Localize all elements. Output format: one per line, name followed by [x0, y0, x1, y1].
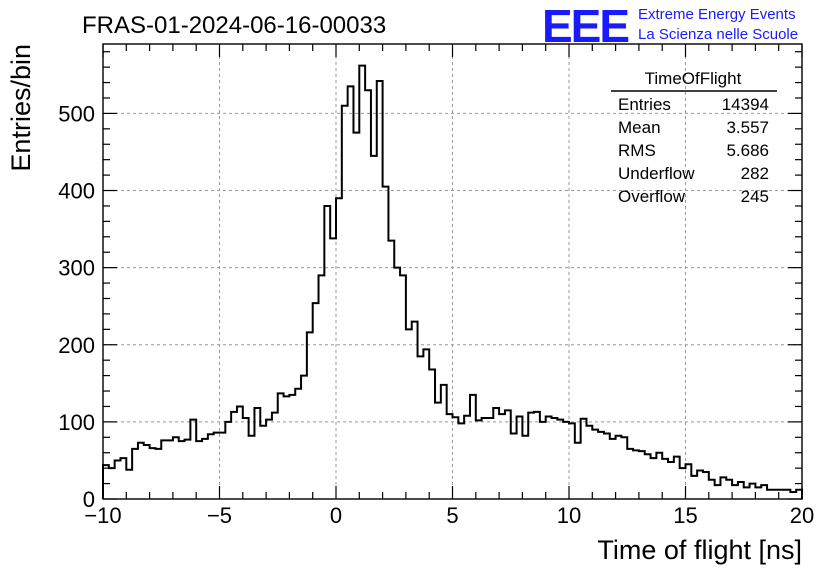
stats-value: 5.686 [726, 141, 769, 160]
y-tick-label: 100 [58, 410, 95, 435]
y-tick-label: 0 [83, 487, 95, 512]
stats-value: 14394 [722, 95, 769, 114]
stats-value: 3.557 [726, 118, 769, 137]
histogram-step-line [102, 64, 803, 499]
stats-label: Entries [618, 95, 671, 114]
x-tick-label: −5 [207, 503, 232, 528]
x-tick-label: 15 [673, 503, 697, 528]
chart-title: FRAS-01-2024-06-16-00033 [82, 12, 386, 39]
x-axis-label: Time of flight [ns] [597, 535, 802, 565]
x-tick-label: 20 [790, 503, 814, 528]
stats-label: RMS [618, 141, 656, 160]
y-tick-label: 200 [58, 333, 95, 358]
logo-subtitle-line1: Extreme Energy Events [638, 6, 796, 23]
stats-label: Overflow [618, 187, 686, 206]
stats-value: 245 [741, 187, 769, 206]
eee-logo: EEE [542, 0, 628, 52]
stats-label: Mean [618, 118, 661, 137]
grid-lines [103, 44, 802, 499]
stats-label: Underflow [618, 164, 695, 183]
y-axis-label: Entries/bin [6, 44, 36, 172]
logo-subtitle-line2: La Scienza nelle Scuole [638, 26, 798, 43]
x-tick-label: 5 [446, 503, 458, 528]
x-tick-label: 10 [557, 503, 581, 528]
x-tick-label: −10 [84, 503, 121, 528]
stats-value: 282 [741, 164, 769, 183]
stats-box-title: TimeOfFlight [645, 69, 742, 88]
y-tick-label: 300 [58, 256, 95, 281]
axis-ticks [102, 44, 803, 500]
x-tick-label: 0 [330, 503, 342, 528]
y-tick-label: 500 [58, 101, 95, 126]
stats-box: TimeOfFlight Entries 14394 Mean 3.557 RMS 5.6… [611, 69, 777, 206]
y-tick-label: 400 [58, 179, 95, 204]
